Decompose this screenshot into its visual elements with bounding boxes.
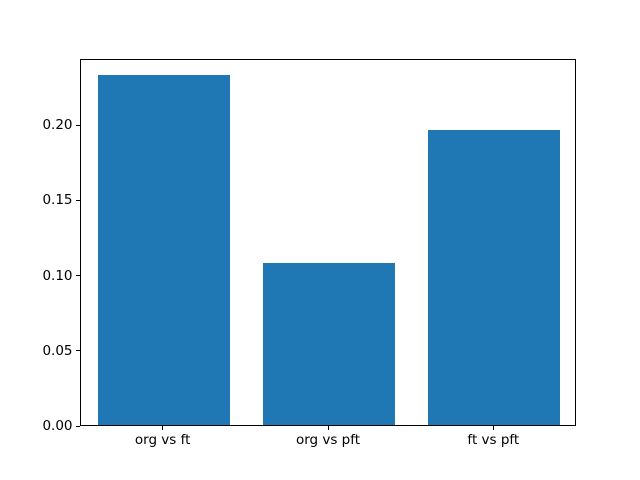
y-tick-label: 0.05 — [42, 342, 73, 359]
y-tick-label: 0.20 — [42, 117, 73, 134]
bar-org-vs-ft — [97, 74, 230, 425]
y-tick-label: 0.10 — [42, 267, 73, 284]
bar-org-vs-pft — [262, 262, 396, 425]
y-tick-label: 0.15 — [42, 192, 73, 209]
y-tick-mark — [76, 199, 80, 201]
bar-ft-vs-pft — [428, 130, 561, 425]
y-tick-label: 0.00 — [42, 418, 73, 434]
x-tick-mark — [327, 426, 329, 430]
x-tick-mark — [162, 426, 164, 430]
plot-area — [80, 59, 576, 426]
x-tick-label-org-vs-pft: org vs pft — [295, 432, 361, 448]
y-tick-mark — [76, 350, 80, 352]
y-tick-mark — [76, 275, 80, 277]
x-tick-mark — [492, 426, 494, 430]
y-tick-mark — [76, 124, 80, 126]
y-tick-mark — [76, 425, 80, 427]
x-tick-label-org-vs-ft: org vs ft — [134, 432, 191, 448]
x-tick-label-ft-vs-pft: ft vs pft — [467, 432, 520, 448]
